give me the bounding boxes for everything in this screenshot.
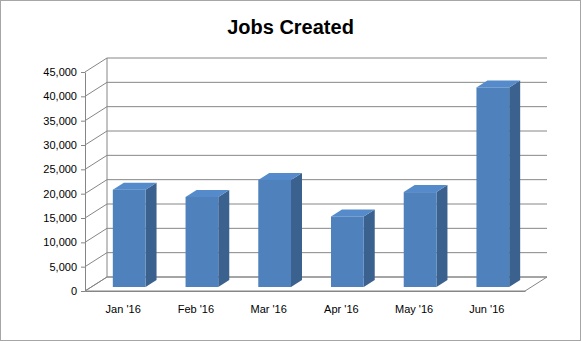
- bar: [331, 209, 375, 287]
- y-tick-label: 15,000: [43, 212, 77, 224]
- y-tick-label: 25,000: [43, 163, 77, 175]
- y-tick-label: 0: [71, 285, 77, 297]
- y-tick-mark: [81, 145, 85, 146]
- bar-front: [258, 180, 291, 287]
- x-axis: Jan '16 Feb '16 Mar '16 Apr '16 May '16 Jun '…: [86, 291, 526, 315]
- x-tick-label: Jan '16: [106, 303, 141, 315]
- y-tick-label: 45,000: [43, 66, 77, 78]
- title: Jobs Created: [227, 16, 354, 38]
- y-tick: 35,000: [43, 115, 85, 127]
- y-axis-line: [85, 73, 86, 292]
- y-tick-mark: [81, 96, 85, 97]
- x-tick-label: Apr '16: [324, 303, 359, 315]
- y-tick: 40,000: [43, 90, 85, 102]
- bar-top: [476, 80, 520, 87]
- bar: [404, 185, 448, 287]
- x-tick: Feb '16: [178, 291, 214, 315]
- x-tick-label: May '16: [395, 303, 433, 315]
- y-axis: 0 5,000 10,000 15,000 20,000 25,000 30,000 35,0…: [43, 66, 85, 297]
- y-tick-label: 40,000: [43, 90, 77, 102]
- bar: [258, 173, 302, 287]
- bar-side: [218, 190, 229, 287]
- x-tick: Jun '16: [469, 291, 504, 315]
- bar: [186, 190, 230, 287]
- y-tick: 20,000: [43, 188, 85, 200]
- y-tick-mark: [81, 291, 85, 292]
- x-tick: Apr '16: [324, 291, 359, 315]
- bar-top: [113, 183, 157, 190]
- y-tick-mark: [81, 169, 85, 170]
- y-tick: 15,000: [43, 212, 85, 224]
- y-tick: 25,000: [43, 163, 85, 175]
- y-tick-mark: [81, 218, 85, 219]
- y-tick-mark: [81, 121, 85, 122]
- y-tick: 5,000: [49, 261, 85, 273]
- bar-top: [404, 185, 448, 192]
- grid-line: [85, 58, 547, 72]
- y-tick: 30,000: [43, 139, 85, 151]
- y-tick-mark: [81, 242, 85, 243]
- y-tick-mark: [81, 267, 85, 268]
- bar-side: [509, 80, 520, 287]
- bar-side: [364, 209, 375, 287]
- y-tick-label: 10,000: [43, 236, 77, 248]
- bar-front: [404, 192, 437, 287]
- x-tick: May '16: [395, 291, 433, 315]
- x-axis-line: [86, 291, 526, 292]
- grid: [85, 58, 547, 291]
- bar: [476, 80, 520, 287]
- bar-top: [186, 190, 230, 197]
- x-tick: Jan '16: [106, 291, 141, 315]
- y-tick: 10,000: [43, 236, 85, 248]
- chart: Jobs Created 0 5,000 10,000 15,000 20,000 25,0…: [0, 0, 581, 341]
- bar-side: [291, 173, 302, 287]
- back-wall-edge: [107, 58, 108, 277]
- y-tick-label: 35,000: [43, 115, 77, 127]
- bar: [113, 183, 157, 287]
- y-tick-mark: [81, 194, 85, 195]
- bar-top: [331, 209, 375, 216]
- x-tick-label: Mar '16: [250, 303, 286, 315]
- bar-top: [258, 173, 302, 180]
- x-tick: Mar '16: [250, 291, 286, 315]
- y-tick: 0: [71, 285, 85, 297]
- y-tick-label: 5,000: [49, 261, 77, 273]
- bar-front: [331, 216, 364, 287]
- bar-side: [436, 185, 447, 287]
- bar-front: [113, 190, 146, 287]
- x-tick-label: Jun '16: [469, 303, 504, 315]
- bar-front: [186, 197, 219, 287]
- bar-side: [146, 183, 157, 287]
- y-tick-mark: [81, 72, 85, 73]
- y-tick-label: 30,000: [43, 139, 77, 151]
- background: [1, 1, 581, 341]
- bars: [113, 80, 520, 287]
- bar-front: [476, 87, 509, 287]
- y-tick-label: 20,000: [43, 188, 77, 200]
- x-tick-label: Feb '16: [178, 303, 214, 315]
- y-tick: 45,000: [43, 66, 85, 78]
